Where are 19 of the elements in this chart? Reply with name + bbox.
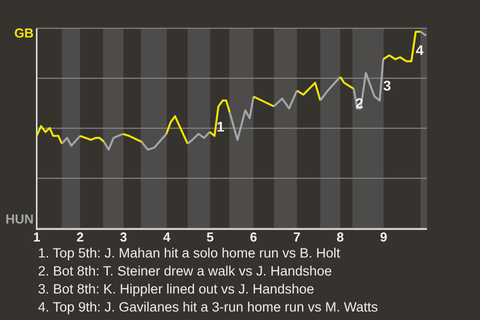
annotation: 1 xyxy=(216,118,225,135)
annotation: 3 xyxy=(383,77,392,94)
x-tick-label: 3 xyxy=(120,230,128,245)
annotation: 4 xyxy=(416,42,424,58)
text: 3. Bot 8th: K. Hippler lined out vs J. Handshoe xyxy=(38,282,314,297)
text: 2. Bot 8th: T. Steiner drew a walk vs J. Handshoe xyxy=(38,264,332,279)
x-tick-label: 9 xyxy=(380,230,388,245)
text: 1. Top 5th: J. Mahan hit a solo home run vs B. Holt xyxy=(38,246,340,261)
text: HUN xyxy=(6,212,34,227)
x-tick-label: 8 xyxy=(336,230,344,245)
x-tick-label: 7 xyxy=(293,230,301,245)
annotation: 2 xyxy=(355,95,364,112)
x-tick-label: 6 xyxy=(250,230,258,245)
x-tick-label: 5 xyxy=(206,230,214,245)
x-tick-label: 2 xyxy=(76,230,84,245)
x-tick-label: 1 xyxy=(33,230,40,245)
text: 4. Top 9th: J. Gavilanes hit a 3-run home run vs M. Watts xyxy=(38,300,378,315)
x-tick-label: 4 xyxy=(163,230,172,245)
text: GB xyxy=(14,26,34,41)
